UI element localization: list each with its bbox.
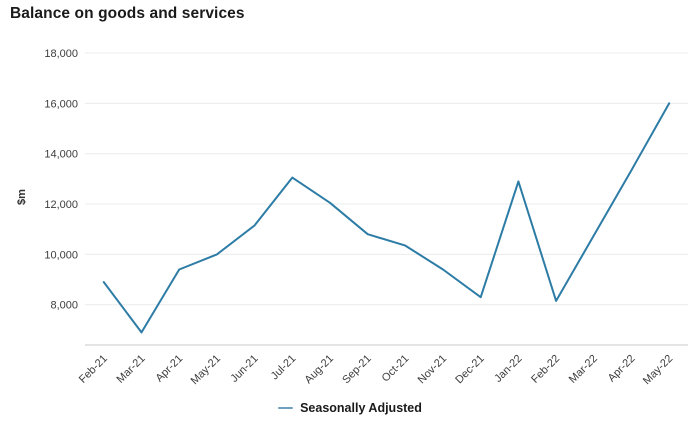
x-tick-label: May-21 — [189, 353, 223, 387]
x-tick-label: Oct-21 — [380, 353, 412, 385]
x-tick-label: Jun-21 — [228, 353, 260, 385]
y-tick-label: 12,000 — [44, 199, 78, 211]
x-tick-label: Dec-21 — [453, 353, 487, 387]
x-tick-label: Jan-22 — [492, 353, 524, 385]
x-tick-label: Sep-21 — [340, 353, 374, 387]
y-tick-label: 8,000 — [50, 300, 78, 312]
x-tick-label: Feb-22 — [529, 353, 562, 386]
y-axis-unit-label: $m — [16, 189, 28, 205]
x-tick-label: Nov-21 — [416, 353, 450, 387]
x-tick-label: Mar-21 — [115, 353, 148, 386]
legend-line-marker-icon — [278, 407, 294, 409]
y-tick-label: 16,000 — [44, 98, 78, 110]
y-tick-label: 18,000 — [44, 48, 78, 60]
legend-label: Seasonally Adjusted — [300, 401, 422, 415]
chart-title: Balance on goods and services — [10, 5, 245, 22]
y-tick-label: 14,000 — [44, 149, 78, 161]
x-tick-label: Apr-22 — [606, 353, 638, 385]
x-tick-label: Feb-21 — [77, 353, 110, 386]
legend-item-seasonally-adjusted[interactable]: Seasonally Adjusted — [0, 401, 700, 415]
x-tick-label: Mar-22 — [567, 353, 600, 386]
y-tick-label: 10,000 — [44, 249, 78, 261]
x-tick-label: Apr-21 — [153, 353, 185, 385]
x-tick-label: May-22 — [641, 353, 675, 387]
x-tick-label: Aug-21 — [303, 353, 337, 387]
x-tick-label: Jul-21 — [269, 353, 299, 383]
series-line-seasonally-adjusted — [102, 102, 671, 334]
